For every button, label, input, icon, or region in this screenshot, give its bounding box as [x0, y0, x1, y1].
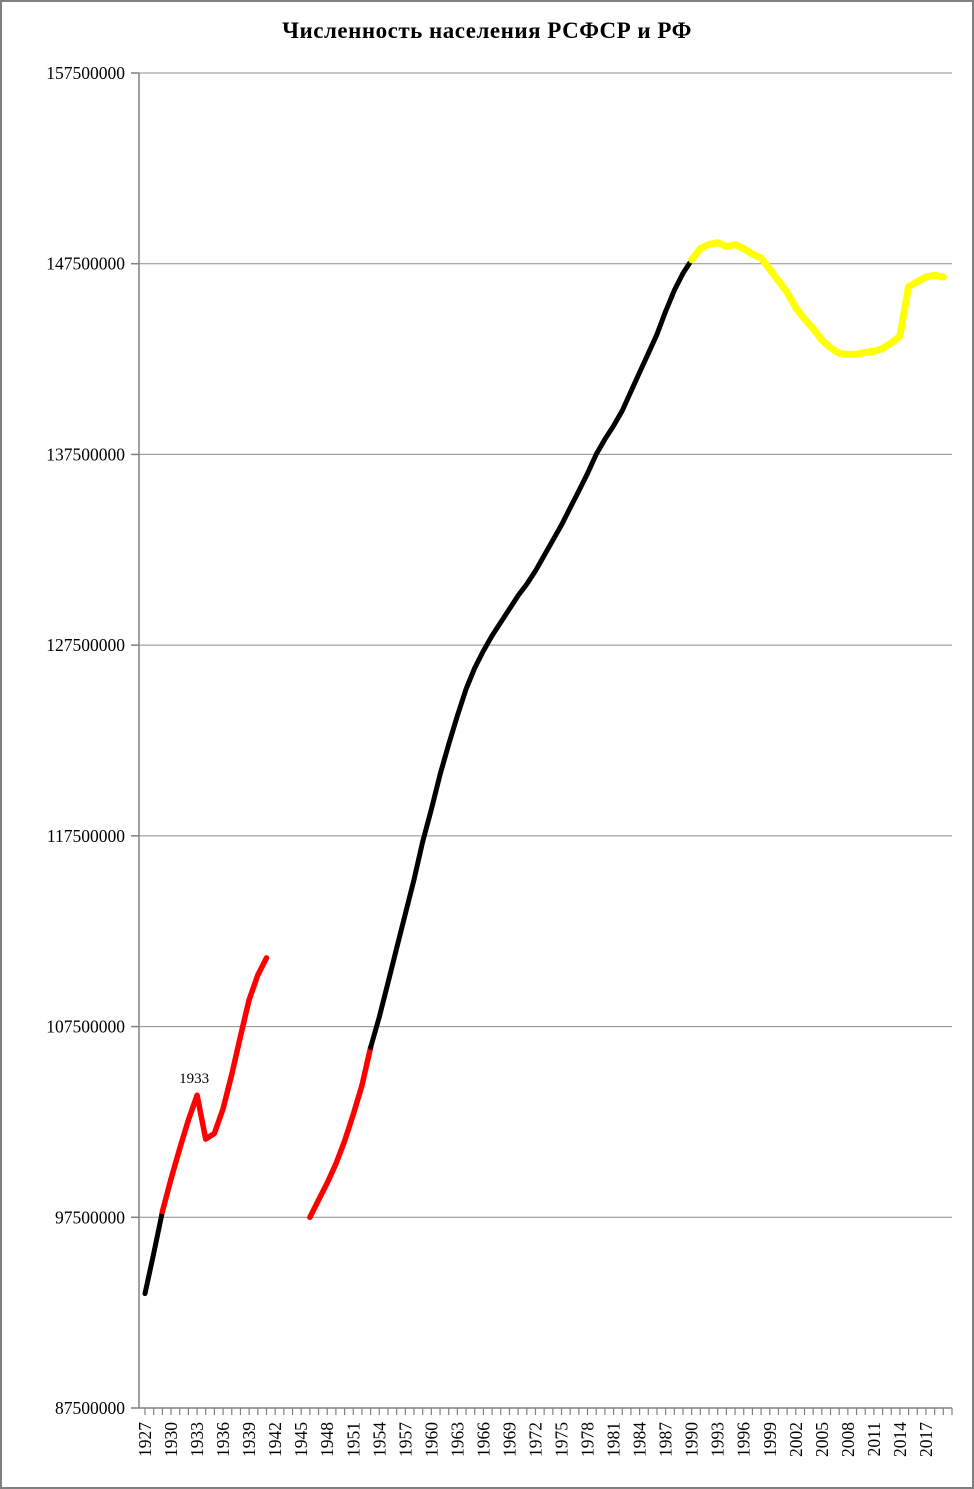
x-axis-label: 1930 [161, 1422, 181, 1457]
chart-title: Численность населения РСФСР и РФ [282, 18, 692, 43]
x-axis-label: 1972 [525, 1422, 545, 1457]
x-axis-label: 2014 [890, 1422, 910, 1457]
series-line-segment-red-1929-1941 [159, 955, 270, 1215]
x-axis-label: 1951 [343, 1422, 363, 1457]
x-axis-label: 2011 [864, 1422, 884, 1456]
x-axis-label: 2005 [812, 1422, 832, 1457]
y-axis-label: 157500000 [46, 63, 125, 83]
x-axis-label: 1984 [630, 1422, 650, 1457]
y-axis-label: 137500000 [46, 444, 125, 464]
x-axis-label: 1987 [656, 1422, 676, 1457]
series-line-segment-yellow-1990-2019 [688, 239, 947, 358]
y-axis-label: 147500000 [46, 254, 125, 274]
series-line-segment-black-1927-1929 [142, 1209, 165, 1297]
x-axis-label: 1942 [265, 1422, 285, 1457]
x-axis-label: 1969 [499, 1422, 519, 1457]
y-axis-label: 117500000 [47, 826, 125, 846]
series-line-segment-red-1946-1953 [307, 1044, 374, 1221]
y-axis-label: 87500000 [55, 1398, 125, 1418]
x-axis-label: 1960 [421, 1422, 441, 1457]
x-axis-label: 1939 [239, 1422, 259, 1457]
x-axis-label: 1945 [291, 1422, 311, 1457]
x-axis-label: 1957 [395, 1422, 415, 1457]
x-axis-label: 1966 [473, 1422, 493, 1457]
x-axis-label: 1990 [682, 1422, 702, 1457]
x-axis-label: 1996 [734, 1422, 754, 1457]
x-axis-label: 1954 [369, 1422, 389, 1457]
series-line-segment-black-1953-1990 [368, 257, 695, 1050]
y-axis-label: 107500000 [46, 1017, 125, 1037]
x-axis-label: 2017 [916, 1422, 936, 1457]
y-axis-label: 127500000 [46, 635, 125, 655]
x-axis-label: 1927 [135, 1422, 155, 1457]
x-axis-label: 1999 [760, 1422, 780, 1457]
y-axis-label: 97500000 [55, 1207, 125, 1227]
x-axis-label: 1975 [552, 1422, 572, 1457]
x-axis-label: 1948 [317, 1422, 337, 1457]
x-axis-label: 1936 [213, 1422, 233, 1457]
annotation-label: 1933 [179, 1071, 209, 1087]
x-axis-label: 1978 [578, 1422, 598, 1457]
x-axis-label: 1993 [708, 1422, 728, 1457]
x-axis-label: 1981 [604, 1422, 624, 1457]
x-axis-label: 1963 [447, 1422, 467, 1457]
x-axis-label: 2008 [838, 1422, 858, 1457]
x-axis-label: 2002 [786, 1422, 806, 1457]
x-axis-label: 1933 [187, 1422, 207, 1457]
